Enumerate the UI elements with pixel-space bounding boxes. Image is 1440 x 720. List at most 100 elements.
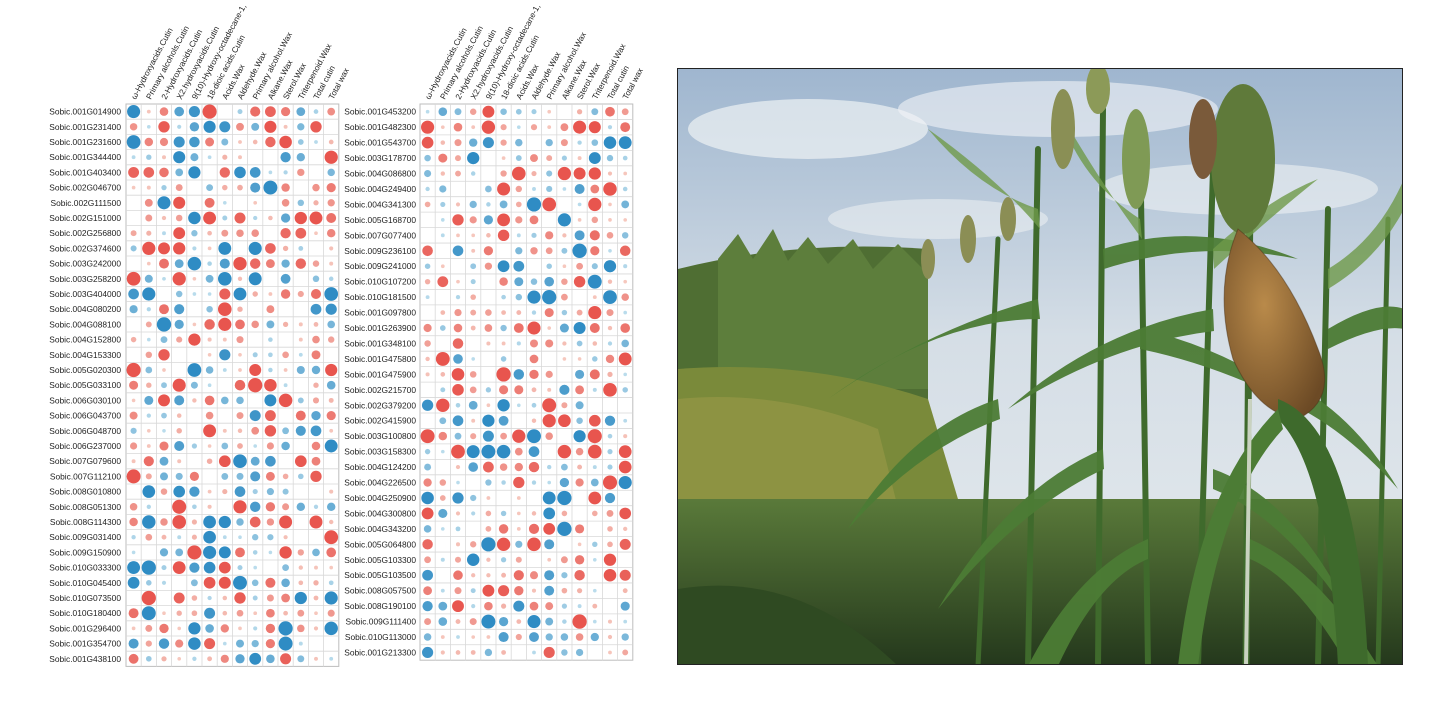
row-label: Sobic.001G348100 bbox=[344, 338, 416, 348]
correlation-circle bbox=[131, 398, 136, 403]
correlation-circle bbox=[131, 626, 136, 631]
correlation-circle bbox=[547, 387, 552, 392]
correlation-circle bbox=[561, 510, 568, 517]
correlation-circle bbox=[484, 262, 493, 270]
correlation-circle bbox=[621, 293, 629, 301]
correlation-circle bbox=[281, 578, 290, 588]
correlation-circle bbox=[310, 288, 322, 300]
correlation-circle bbox=[455, 619, 461, 625]
correlation-circle bbox=[561, 402, 568, 409]
correlation-circle bbox=[470, 494, 477, 502]
correlation-circle bbox=[542, 290, 557, 305]
correlation-circle bbox=[189, 562, 200, 573]
correlation-circle bbox=[237, 565, 243, 571]
correlation-circle bbox=[221, 442, 229, 450]
correlation-circle bbox=[222, 368, 227, 372]
correlation-circle bbox=[592, 541, 598, 548]
correlation-circle bbox=[280, 273, 291, 284]
correlation-circle bbox=[608, 650, 612, 655]
correlation-circle bbox=[251, 639, 259, 648]
correlation-circle bbox=[545, 138, 553, 147]
correlation-circle bbox=[545, 339, 554, 348]
correlation-circle bbox=[219, 349, 231, 361]
correlation-circle bbox=[236, 336, 244, 344]
correlation-circle bbox=[173, 151, 186, 164]
row-label: Sobic.003G242000 bbox=[49, 259, 121, 269]
correlation-circle bbox=[128, 653, 139, 664]
correlation-circle bbox=[469, 216, 477, 224]
correlation-circle bbox=[572, 614, 587, 629]
correlation-circle bbox=[562, 233, 567, 238]
correlation-circle bbox=[283, 535, 288, 540]
correlation-circle bbox=[129, 380, 139, 390]
correlation-circle bbox=[146, 230, 152, 236]
correlation-circle bbox=[470, 650, 476, 655]
correlation-circle bbox=[587, 444, 602, 459]
correlation-circle bbox=[142, 485, 156, 498]
correlation-circle bbox=[329, 656, 334, 661]
correlation-circle bbox=[236, 609, 244, 617]
correlation-circle bbox=[498, 415, 509, 426]
correlation-circle bbox=[452, 415, 464, 427]
correlation-circle bbox=[159, 137, 169, 147]
correlation-circle bbox=[145, 214, 153, 222]
correlation-circle bbox=[129, 305, 138, 314]
correlation-circle bbox=[560, 139, 568, 147]
correlation-circle bbox=[421, 136, 434, 149]
row-label: Sobic.001G213300 bbox=[344, 647, 416, 657]
correlation-circle bbox=[456, 233, 460, 238]
correlation-circle bbox=[453, 354, 463, 364]
correlation-circle bbox=[172, 515, 187, 529]
correlation-circle bbox=[455, 294, 461, 300]
correlation-circle bbox=[313, 382, 319, 388]
correlation-circle bbox=[471, 635, 476, 639]
correlation-circle bbox=[328, 580, 334, 586]
correlation-circle bbox=[283, 610, 288, 616]
correlation-circle bbox=[529, 571, 539, 580]
correlation-circle bbox=[283, 368, 288, 372]
correlation-circle bbox=[623, 279, 628, 284]
correlation-circle bbox=[561, 649, 568, 656]
correlation-circle bbox=[126, 271, 141, 286]
correlation-circle bbox=[253, 444, 258, 448]
correlation-circle bbox=[298, 245, 304, 251]
correlation-circle bbox=[589, 369, 600, 380]
correlation-circle bbox=[128, 608, 139, 619]
correlation-circle bbox=[438, 601, 448, 611]
correlation-circle bbox=[160, 336, 168, 344]
correlation-circle bbox=[159, 167, 169, 178]
row-label: Sobic.001G453200 bbox=[344, 107, 416, 117]
correlation-circle bbox=[425, 372, 430, 377]
correlation-circle bbox=[588, 167, 601, 180]
correlation-circle bbox=[486, 635, 491, 639]
correlation-circle bbox=[126, 469, 141, 484]
correlation-circle bbox=[250, 471, 261, 482]
correlation-circle bbox=[252, 489, 258, 495]
correlation-circle bbox=[440, 557, 445, 562]
correlation-circle bbox=[603, 136, 617, 149]
correlation-circle bbox=[471, 248, 476, 253]
correlation-circle bbox=[547, 557, 552, 562]
correlation-circle bbox=[470, 171, 476, 176]
correlation-circle bbox=[620, 601, 630, 611]
correlation-circle bbox=[129, 123, 138, 131]
correlation-circle bbox=[622, 155, 628, 161]
correlation-circle bbox=[298, 641, 303, 646]
correlation-circle bbox=[222, 184, 228, 191]
correlation-circle bbox=[605, 354, 615, 364]
correlation-circle bbox=[466, 553, 480, 567]
correlation-circle bbox=[294, 591, 307, 605]
row-label: Sobic.001G438100 bbox=[49, 654, 121, 664]
correlation-circle bbox=[590, 632, 599, 642]
correlation-circle bbox=[486, 557, 491, 562]
row-label: Sobic.004G343200 bbox=[344, 524, 416, 534]
correlation-circle bbox=[440, 233, 445, 238]
row-label: Sobic.005G103300 bbox=[344, 555, 416, 565]
correlation-circle bbox=[297, 199, 305, 207]
correlation-circle bbox=[466, 445, 480, 459]
correlation-circle bbox=[175, 472, 183, 480]
correlation-circle bbox=[326, 213, 337, 223]
row-label: Sobic.001G097800 bbox=[344, 308, 416, 318]
correlation-circle bbox=[188, 622, 201, 635]
correlation-circle bbox=[174, 304, 185, 315]
